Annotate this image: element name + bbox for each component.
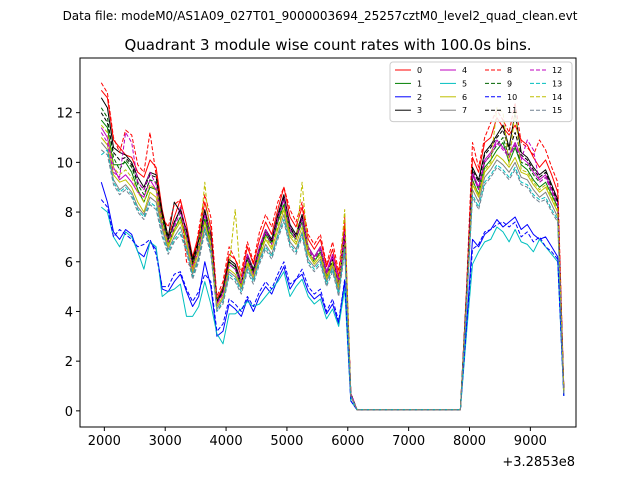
y-tick-label: 8 xyxy=(65,206,73,221)
series-line-12 xyxy=(100,132,565,411)
series-line-2 xyxy=(100,182,565,411)
legend-label-10: 10 xyxy=(507,93,517,102)
legend-label-0: 0 xyxy=(417,66,422,75)
legend-label-11: 11 xyxy=(507,106,517,115)
x-tick-label: 9000 xyxy=(514,434,547,449)
y-tick-label: 6 xyxy=(65,256,73,271)
series-line-7 xyxy=(100,142,565,411)
series-line-6 xyxy=(100,137,565,411)
legend-label-4: 4 xyxy=(462,66,467,75)
chart-title: Quadrant 3 module wise count rates with … xyxy=(124,36,531,54)
series-line-10 xyxy=(100,199,565,411)
y-tick-label: 10 xyxy=(56,156,73,171)
series-lines-group xyxy=(100,82,565,411)
x-offset-label: +3.2853e8 xyxy=(502,455,575,470)
y-tick-label: 4 xyxy=(65,305,73,320)
legend-label-13: 13 xyxy=(552,79,562,88)
legend-label-7: 7 xyxy=(462,106,467,115)
series-line-13 xyxy=(100,149,565,411)
x-axis: 2000 3000 4000 5000 6000 7000 8000 9000 xyxy=(88,427,547,449)
legend-label-12: 12 xyxy=(552,66,562,75)
series-line-11 xyxy=(100,112,565,411)
x-tick-label: 3000 xyxy=(149,434,182,449)
y-tick-label: 12 xyxy=(56,107,73,122)
axes-frame xyxy=(79,57,577,428)
series-line-5 xyxy=(100,206,565,411)
x-tick-label: 8000 xyxy=(453,434,486,449)
series-line-14 xyxy=(100,107,565,411)
x-tick-label: 5000 xyxy=(270,434,303,449)
series-line-0 xyxy=(100,89,565,411)
legend-label-14: 14 xyxy=(552,93,562,102)
legend-label-3: 3 xyxy=(417,106,422,115)
series-line-8 xyxy=(100,82,565,411)
legend-label-8: 8 xyxy=(507,66,512,75)
series-line-3 xyxy=(100,97,565,411)
legend-box xyxy=(389,61,573,123)
legend-label-2: 2 xyxy=(417,93,422,102)
y-axis: 0 2 4 6 8 10 12 xyxy=(56,107,80,420)
series-line-4 xyxy=(100,127,565,411)
series-line-15 xyxy=(100,149,565,411)
figure-suptitle: Data file: modeM0/AS1A09_027T01_90000036… xyxy=(63,9,578,23)
legend-label-1: 1 xyxy=(417,79,422,88)
legend-label-6: 6 xyxy=(462,93,467,102)
x-tick-label: 4000 xyxy=(210,434,243,449)
legend-label-15: 15 xyxy=(552,106,562,115)
x-tick-label: 6000 xyxy=(331,434,364,449)
y-tick-label: 2 xyxy=(65,355,73,370)
y-tick-label: 0 xyxy=(65,405,73,420)
legend-label-9: 9 xyxy=(507,79,512,88)
legend-label-5: 5 xyxy=(462,79,467,88)
x-tick-label: 2000 xyxy=(88,434,121,449)
x-tick-label: 7000 xyxy=(392,434,425,449)
